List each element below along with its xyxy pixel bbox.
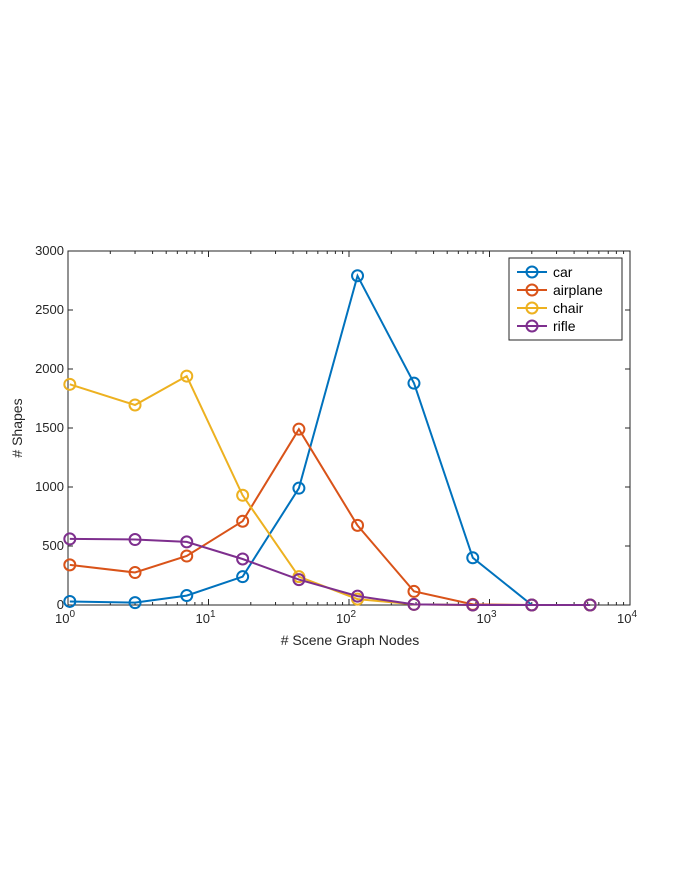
- data-point-car: [63, 594, 77, 608]
- legend-label: car: [553, 264, 573, 280]
- data-point-rifle: [236, 552, 250, 566]
- x-tick-label: 103: [476, 609, 496, 626]
- y-axis-ticks: 0 500 1000 1500 2000 2500 3000: [35, 243, 630, 612]
- data-point-rifle: [292, 573, 306, 587]
- data-point-airplane: [407, 584, 421, 598]
- series-layer: [63, 269, 597, 612]
- data-point-rifle: [525, 598, 539, 612]
- data-point-chair: [236, 488, 250, 502]
- y-axis-label: # Shapes: [9, 398, 25, 457]
- legend-label: chair: [553, 300, 584, 316]
- data-point-airplane: [236, 514, 250, 528]
- legend-item-car: car: [517, 264, 573, 280]
- series-line-rifle: [69, 537, 591, 606]
- data-point-chair: [63, 377, 77, 391]
- data-point-rifle: [128, 533, 142, 547]
- y-tick-label: 1500: [35, 420, 64, 435]
- legend-marker: [525, 283, 539, 297]
- y-tick-label: 3000: [35, 243, 64, 258]
- x-tick-label: 101: [195, 609, 215, 626]
- series-line-car: [69, 273, 591, 606]
- data-point-airplane: [63, 558, 77, 572]
- legend-marker: [525, 319, 539, 333]
- series-airplane: [63, 422, 597, 612]
- x-axis-label: # Scene Graph Nodes: [281, 632, 420, 648]
- series-line-chair: [69, 374, 591, 606]
- y-tick-label: 1000: [35, 479, 64, 494]
- y-tick-label: 2000: [35, 361, 64, 376]
- data-point-airplane: [128, 566, 142, 580]
- data-point-car: [292, 481, 306, 495]
- x-tick-label: 100: [55, 609, 75, 626]
- data-point-rifle: [407, 597, 421, 611]
- y-tick-label: 2500: [35, 302, 64, 317]
- data-point-rifle: [180, 535, 194, 549]
- x-tick-label: 102: [336, 609, 356, 626]
- legend-item-rifle: rifle: [517, 318, 576, 334]
- series-chair: [63, 369, 597, 612]
- data-point-rifle: [466, 598, 480, 612]
- legend-label: rifle: [553, 318, 576, 334]
- y-tick-label: 500: [42, 538, 64, 553]
- legend: car airplane chair rifle: [508, 257, 623, 341]
- legend-marker: [525, 301, 539, 315]
- data-point-chair: [128, 398, 142, 412]
- data-point-car: [128, 596, 142, 610]
- data-point-car: [407, 376, 421, 390]
- series-line-airplane: [69, 427, 591, 606]
- data-point-chair: [180, 369, 194, 383]
- data-point-rifle: [583, 598, 597, 612]
- legend-marker: [525, 265, 539, 279]
- data-point-car: [236, 570, 250, 584]
- legend-label: airplane: [553, 282, 603, 298]
- data-point-car: [351, 269, 365, 283]
- legend-item-airplane: airplane: [517, 282, 603, 298]
- data-point-airplane: [292, 422, 306, 436]
- data-point-airplane: [351, 518, 365, 532]
- y-tick-label: 0: [57, 597, 64, 612]
- series-rifle: [63, 532, 597, 612]
- legend-item-chair: chair: [517, 300, 584, 316]
- data-point-car: [180, 589, 194, 603]
- x-tick-label: 104: [617, 609, 637, 626]
- data-point-car: [466, 551, 480, 565]
- data-point-airplane: [180, 549, 194, 563]
- x-axis-ticks: 100 101 102 103 104: [55, 251, 637, 626]
- data-point-rifle: [351, 589, 365, 603]
- data-point-rifle: [63, 532, 77, 546]
